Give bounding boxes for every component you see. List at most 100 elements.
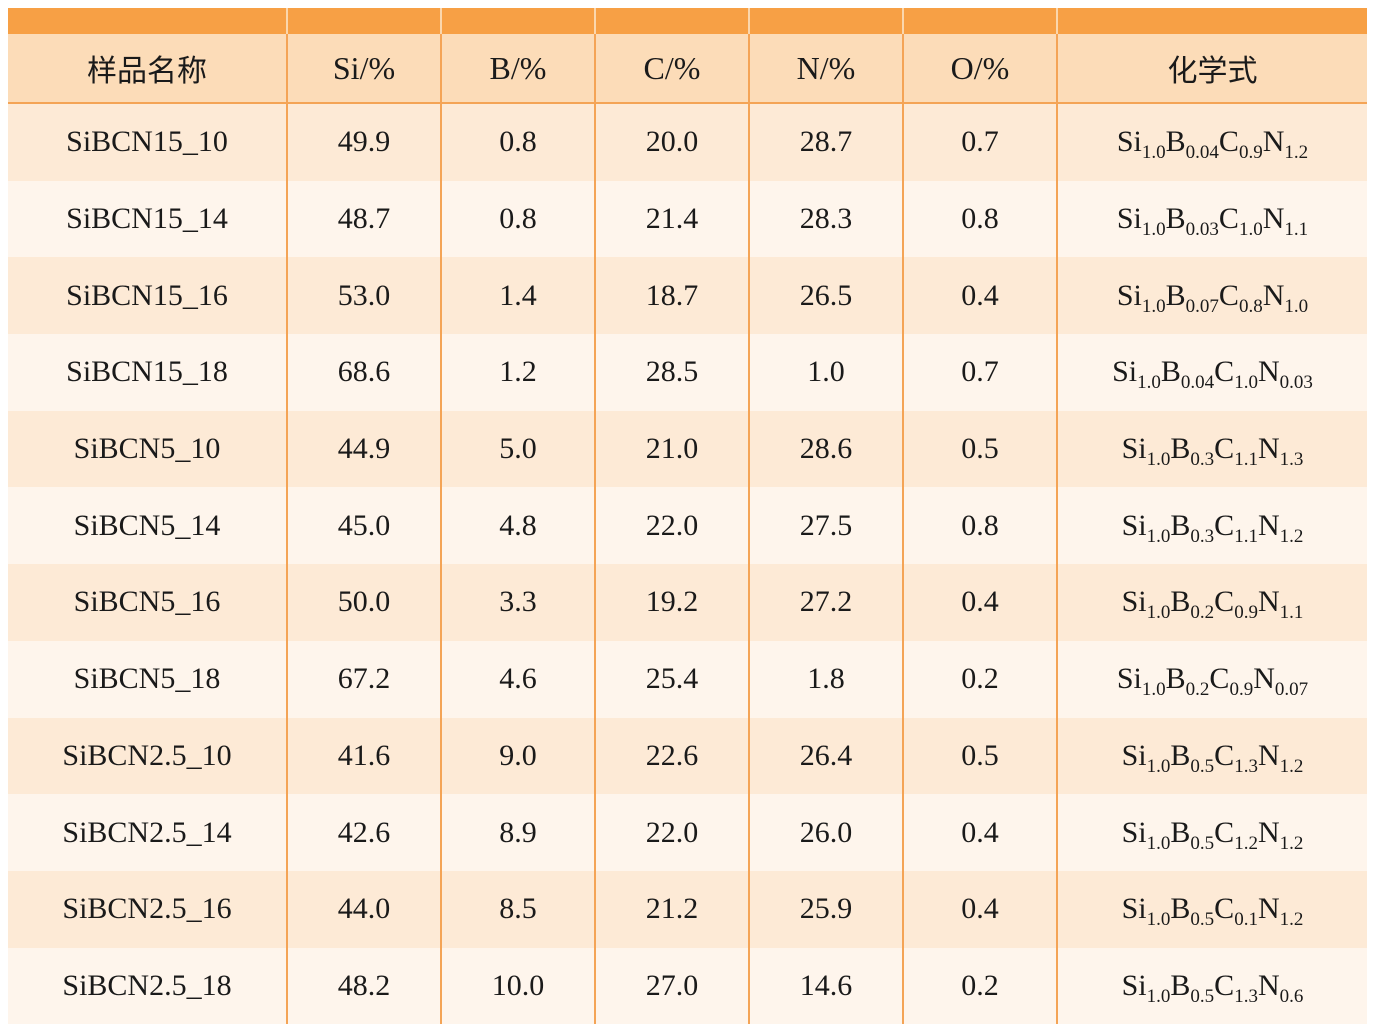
formula-element: Si [1121,892,1147,926]
formula-element: C [1218,278,1239,312]
formula-subscript: 0.2 [1185,679,1210,701]
formula-element: N [1257,585,1280,619]
cell-si: 44.0 [286,870,441,948]
cell-formula: Si1.0B0.3C1.1N1.2 [1056,487,1367,565]
formula-subscript: 1.2 [1279,832,1304,854]
cell-b: 3.3 [440,564,595,641]
formula-subscript: 0.3 [1190,525,1215,547]
cell-b: 10.0 [440,947,595,1025]
formula-element: Si [1121,815,1147,849]
cell-formula: Si1.0B0.5C1.3N1.2 [1056,717,1367,795]
table-header-row: 样品名称 Si/% B/% C/% N/% O/% 化学式 [8,34,1367,104]
formula-subscript: 0.9 [1234,602,1258,624]
cell-c: 21.4 [594,180,749,258]
formula-element: B [1170,968,1191,1002]
formula-element: B [1170,815,1191,849]
formula-element: C [1214,508,1235,542]
formula-subscript: 1.0 [1146,449,1171,471]
cell-o: 0.4 [902,870,1057,948]
cell-formula: Si1.0B0.5C1.2N1.2 [1056,794,1367,871]
formula-subscript: 1.2 [1234,832,1258,854]
formula-element: N [1257,738,1280,772]
table-row: SiBCN2.5_10 41.6 9.0 22.6 26.4 0.5 Si1.0B0.5C1… [8,717,1367,795]
formula-subscript: 0.5 [1190,755,1215,777]
cell-c: 22.0 [594,487,749,565]
formula-element: C [1218,125,1239,159]
cell-si: 42.6 [286,794,441,871]
formula-element: B [1170,892,1191,926]
formula-subscript: 0.3 [1190,449,1215,471]
table-row: SiBCN15_10 49.9 0.8 20.0 28.7 0.7 Si1.0B0.04C0… [8,103,1367,181]
formula-subscript: 1.2 [1284,142,1309,164]
formula-subscript: 1.0 [1146,525,1171,547]
cell-formula: Si1.0B0.3C1.1N1.3 [1056,410,1367,488]
header-o: O/% [902,34,1057,104]
cell-n: 1.8 [748,640,903,718]
cell-si: 45.0 [286,487,441,565]
formula-subscript: 0.8 [1238,295,1263,317]
cell-n: 28.3 [748,180,903,258]
cell-sample-name: SiBCN2.5_16 [8,870,287,948]
formula-subscript: 0.9 [1238,142,1263,164]
formula-element: B [1165,278,1186,312]
cell-c: 27.0 [594,947,749,1025]
formula-subscript: 1.0 [1284,295,1309,317]
cell-si: 67.2 [286,640,441,718]
formula-element: B [1160,355,1181,389]
formula-element: Si [1116,278,1142,312]
formula-element: C [1209,662,1230,696]
cell-b: 9.0 [440,717,595,795]
formula-element: N [1262,278,1285,312]
cell-n: 26.4 [748,717,903,795]
formula-subscript: 1.0 [1141,295,1166,317]
formula-subscript: 0.03 [1185,219,1219,241]
cell-si: 49.9 [286,103,441,181]
formula-element: C [1218,202,1239,236]
formula-subscript: 1.2 [1279,755,1304,777]
composition-table: 样品名称 Si/% B/% C/% N/% O/% 化学式 SiBCN15_10… [8,8,1367,1025]
cell-o: 0.4 [902,257,1057,335]
cell-o: 0.2 [902,947,1057,1025]
cell-n: 25.9 [748,870,903,948]
cell-sample-name: SiBCN5_18 [8,640,287,718]
table-row: SiBCN5_14 45.0 4.8 22.0 27.5 0.8 Si1.0B0.3C1.1… [8,487,1367,565]
cell-sample-name: SiBCN5_16 [8,564,287,641]
cell-si: 48.2 [286,947,441,1025]
formula-subscript: 1.0 [1146,832,1171,854]
formula-element: B [1170,585,1191,619]
formula-subscript: 1.0 [1146,909,1171,931]
header-sample-name: 样品名称 [8,34,287,104]
formula-subscript: 1.0 [1146,755,1171,777]
cell-b: 5.0 [440,410,595,488]
formula-element: C [1214,355,1235,389]
cell-o: 0.2 [902,640,1057,718]
formula-subscript: 1.0 [1141,142,1166,164]
formula-element: C [1214,738,1235,772]
cell-n: 14.6 [748,947,903,1025]
formula-subscript: 1.2 [1279,909,1304,931]
formula-subscript: 0.07 [1185,295,1219,317]
cell-sample-name: SiBCN5_14 [8,487,287,565]
table-top-band [8,8,1367,34]
cell-sample-name: SiBCN15_18 [8,334,287,411]
formula-subscript: 1.1 [1284,219,1309,241]
table-body: SiBCN15_10 49.9 0.8 20.0 28.7 0.7 Si1.0B0.04C0… [8,103,1367,1025]
cell-c: 18.7 [594,257,749,335]
formula-element: C [1214,815,1235,849]
cell-b: 1.4 [440,257,595,335]
cell-formula: Si1.0B0.5C0.1N1.2 [1056,870,1367,948]
formula-subscript: 1.0 [1137,372,1161,394]
cell-sample-name: SiBCN2.5_18 [8,947,287,1025]
cell-c: 22.6 [594,717,749,795]
cell-b: 8.9 [440,794,595,871]
formula-element: B [1170,508,1191,542]
formula-element: Si [1121,508,1147,542]
header-n: N/% [748,34,903,104]
cell-b: 4.6 [440,640,595,718]
formula-element: N [1262,202,1285,236]
formula-subscript: 1.1 [1234,449,1258,471]
cell-formula: Si1.0B0.2C0.9N0.07 [1056,640,1367,718]
cell-formula: Si1.0B0.04C1.0N0.03 [1056,334,1367,411]
cell-o: 0.8 [902,487,1057,565]
composition-table-container: 样品名称 Si/% B/% C/% N/% O/% 化学式 SiBCN15_10… [8,8,1367,1025]
